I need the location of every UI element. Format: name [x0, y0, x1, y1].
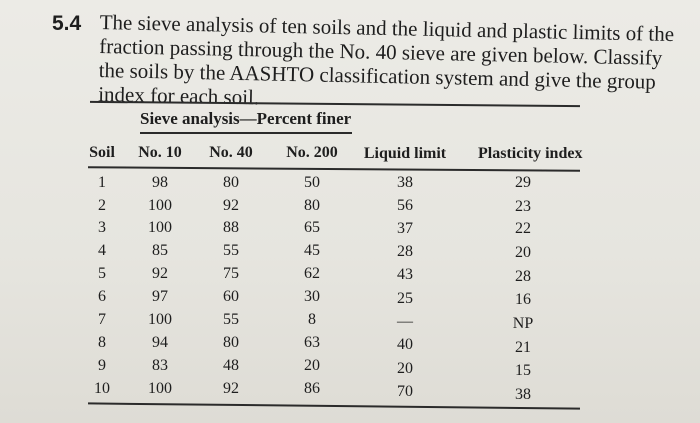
table-cell: 92: [152, 265, 168, 282]
table-cell: 4: [98, 242, 106, 259]
table-cell: 43: [397, 266, 413, 283]
table-cell: 45: [304, 242, 320, 259]
table-cell: 65: [304, 219, 320, 236]
table-cell: 10: [94, 380, 110, 397]
table-cell: 70: [397, 383, 413, 400]
table-cell: 62: [304, 265, 320, 282]
sieve-group-header: Sieve analysis—Percent finer: [140, 109, 352, 128]
table-cell: 8: [308, 311, 316, 328]
table-cell: 1: [98, 174, 106, 191]
table-cell: NP: [512, 315, 534, 332]
problem-number: 5.4: [52, 12, 82, 35]
table-cell: 22: [515, 220, 531, 237]
table-cell: 21: [515, 339, 531, 356]
table-cell: 98: [152, 174, 168, 191]
table-cell: 23: [515, 198, 531, 215]
table-cell: 80: [304, 197, 320, 214]
column-header: Plasticity index: [478, 145, 583, 162]
table-cell: —: [397, 313, 413, 330]
table-cell: 94: [152, 334, 168, 351]
table-cell: 20: [397, 360, 413, 377]
table-cell: 16: [515, 291, 531, 308]
table-cell: 100: [148, 197, 172, 214]
column-header: Soil: [89, 144, 115, 161]
table-cell: 63: [304, 334, 320, 351]
table-cell: 28: [397, 243, 413, 260]
table-cell: 25: [397, 290, 413, 307]
sieve-group-rule: [140, 132, 352, 134]
table-cell: 20: [304, 357, 320, 374]
table-cell: 100: [148, 219, 172, 236]
column-header: Liquid limit: [363, 145, 447, 162]
table-cell: 86: [304, 380, 320, 397]
table-cell: 30: [304, 288, 320, 305]
table-cell: 28: [515, 268, 531, 285]
table-cell: 20: [515, 244, 531, 261]
table-cell: 80: [223, 174, 239, 191]
table-cell: 5: [98, 265, 106, 282]
table-cell: 38: [515, 386, 531, 403]
column-header: No. 40: [209, 144, 253, 161]
table-cell: 38: [397, 174, 413, 191]
table-cell: 92: [223, 197, 239, 214]
table-cell: 29: [515, 174, 531, 191]
table-cell: 56: [397, 197, 413, 214]
table-cell: 83: [152, 357, 168, 374]
column-header: No. 10: [138, 144, 182, 161]
table-cell: 37: [397, 220, 413, 237]
table-cell: 3: [98, 219, 106, 236]
table-cell: 2: [98, 197, 106, 214]
table-cell: 55: [223, 311, 239, 328]
column-header: No. 200: [286, 144, 338, 161]
table-cell: 7: [98, 311, 106, 328]
table-cell: 75: [223, 265, 239, 282]
table-cell: 100: [148, 380, 172, 397]
table-cell: 8: [98, 334, 106, 351]
table-cell: 48: [223, 357, 239, 374]
table-cell: 80: [223, 334, 239, 351]
table-cell: 15: [515, 362, 531, 379]
table-cell: 85: [152, 242, 168, 259]
table-cell: 9: [98, 357, 106, 374]
table-cell: 97: [152, 288, 168, 305]
table-cell: 6: [98, 288, 106, 305]
table-cell: 60: [223, 288, 239, 305]
table-cell: 40: [397, 336, 413, 353]
table-header-rule: [88, 166, 580, 172]
table-cell: 55: [223, 242, 239, 259]
table-cell: 50: [304, 174, 320, 191]
table-cell: 100: [148, 311, 172, 328]
table-cell: 88: [223, 219, 239, 236]
table-cell: 92: [223, 380, 239, 397]
